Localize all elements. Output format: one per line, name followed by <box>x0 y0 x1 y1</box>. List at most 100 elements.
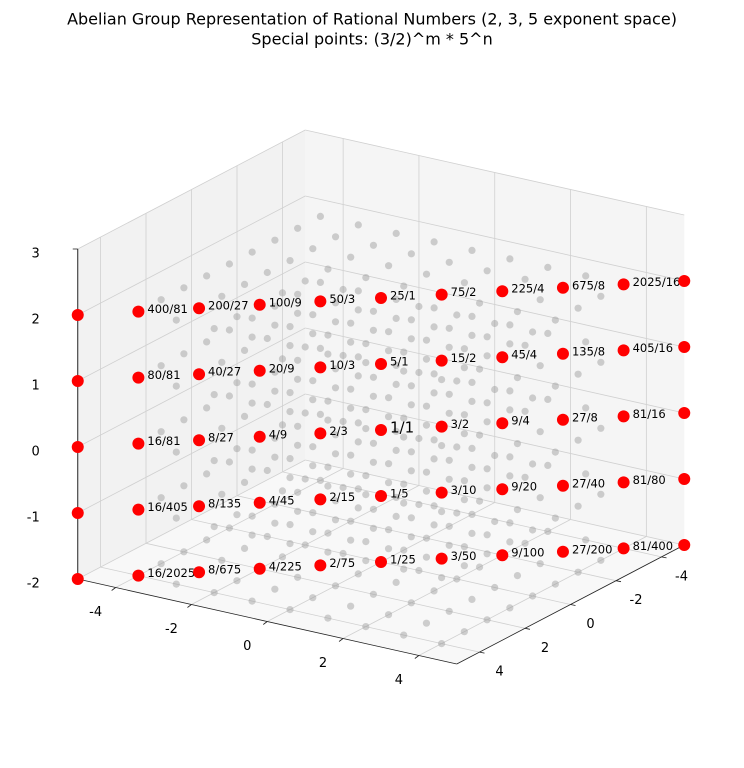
background-point <box>271 519 279 527</box>
point-label: 8/27 <box>208 431 234 445</box>
background-point <box>483 484 491 492</box>
background-point <box>460 345 468 353</box>
chart-subtitle: Special points: (3/2)^m * 5^n <box>251 30 492 49</box>
point-label: 3/50 <box>451 549 477 563</box>
background-point <box>301 541 309 549</box>
grid-line <box>282 471 662 558</box>
y-tick-mark <box>661 556 667 559</box>
background-point <box>468 312 476 320</box>
background-point <box>400 565 408 573</box>
special-point <box>132 569 145 582</box>
background-point <box>324 350 332 358</box>
y-tick-label: 0 <box>586 617 594 632</box>
background-point <box>422 619 431 627</box>
background-point <box>544 263 552 271</box>
background-point <box>430 370 438 378</box>
background-point <box>218 358 226 366</box>
background-point <box>422 468 431 476</box>
background-point <box>491 451 499 460</box>
y-tick-label: 4 <box>495 665 503 680</box>
background-point <box>422 487 431 495</box>
background-point <box>422 270 431 278</box>
grid-line <box>305 459 685 546</box>
background-point <box>309 377 317 385</box>
background-point <box>400 480 408 488</box>
background-point <box>347 385 355 393</box>
background-point <box>574 436 582 444</box>
background-point <box>180 350 188 358</box>
background-point <box>331 582 340 590</box>
x-tick-label: -4 <box>89 605 102 620</box>
background-point <box>172 514 180 522</box>
point-label: 1/1 <box>390 419 414 437</box>
y-tick-mark <box>479 651 485 654</box>
background-point <box>294 573 302 581</box>
background-point <box>445 258 453 266</box>
background-point <box>369 392 377 400</box>
background-point <box>271 368 279 376</box>
background-point <box>331 233 340 241</box>
background-point <box>248 531 256 539</box>
background-point <box>324 265 332 273</box>
background-point <box>210 325 218 333</box>
background-point <box>574 304 582 312</box>
background-point <box>347 253 355 261</box>
background-point <box>172 382 180 390</box>
point-label: 81/400 <box>633 539 673 553</box>
point-label: 2/3 <box>329 424 348 438</box>
background-point <box>468 331 476 339</box>
special-point <box>375 424 387 436</box>
background-point <box>536 560 544 568</box>
background-point <box>407 514 415 522</box>
background-point <box>294 356 302 364</box>
background-point <box>369 590 377 598</box>
background-point <box>445 522 453 530</box>
background-point <box>309 396 317 404</box>
background-point <box>506 321 514 329</box>
background-point <box>309 528 317 536</box>
background-point <box>271 302 279 310</box>
background-point <box>430 436 438 444</box>
background-point <box>203 536 211 544</box>
background-point <box>225 260 233 268</box>
background-point <box>324 529 332 537</box>
background-point <box>460 628 468 636</box>
point-label: 50/3 <box>329 292 355 306</box>
point-label: 135/8 <box>572 344 605 358</box>
background-point <box>483 418 491 426</box>
background-point <box>233 313 241 321</box>
background-point <box>271 500 279 508</box>
background-point <box>513 374 522 382</box>
background-point <box>407 448 415 456</box>
background-point <box>483 550 491 558</box>
background-point <box>385 328 393 336</box>
background-point <box>271 387 279 395</box>
grid-line <box>77 393 306 514</box>
special-point <box>193 434 206 447</box>
z-tick-label: 1 <box>31 379 39 394</box>
background-point <box>316 476 324 484</box>
point-label: 81/80 <box>633 473 666 487</box>
background-point <box>529 526 537 534</box>
special-point <box>435 354 448 367</box>
background-point <box>324 548 332 556</box>
background-point <box>347 517 355 525</box>
background-point <box>460 477 468 485</box>
background-point <box>180 548 188 556</box>
background-point <box>362 274 370 282</box>
background-point <box>392 361 400 369</box>
background-point <box>301 475 309 483</box>
background-point <box>385 394 393 402</box>
background-point <box>521 341 529 349</box>
background-point <box>400 433 408 441</box>
special-point <box>496 285 509 298</box>
background-point <box>453 443 461 451</box>
background-point <box>445 390 453 398</box>
y-tick-mark <box>615 580 622 583</box>
background-point <box>316 344 324 352</box>
background-point <box>218 424 226 432</box>
special-point <box>556 545 569 558</box>
grid-line <box>77 195 306 316</box>
special-point <box>193 500 206 513</box>
special-point <box>314 427 327 440</box>
